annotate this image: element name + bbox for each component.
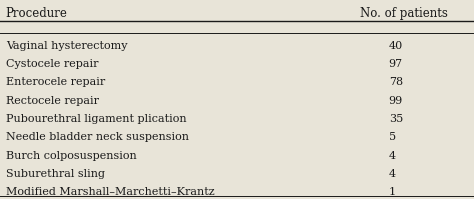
Text: 4: 4: [389, 169, 396, 179]
Text: Vaginal hysterectomy: Vaginal hysterectomy: [6, 41, 127, 51]
Text: Procedure: Procedure: [6, 7, 68, 20]
Text: 1: 1: [389, 187, 396, 197]
Text: 40: 40: [389, 41, 403, 51]
Text: Needle bladder neck suspension: Needle bladder neck suspension: [6, 132, 189, 142]
Text: No. of patients: No. of patients: [360, 7, 448, 20]
Text: Burch colposuspension: Burch colposuspension: [6, 151, 137, 161]
Text: Modified Marshall–Marchetti–Krantz: Modified Marshall–Marchetti–Krantz: [6, 187, 214, 197]
Text: Enterocele repair: Enterocele repair: [6, 77, 105, 87]
Text: 97: 97: [389, 59, 403, 69]
Text: 99: 99: [389, 96, 403, 106]
Text: 4: 4: [389, 151, 396, 161]
Text: Pubourethral ligament plication: Pubourethral ligament plication: [6, 114, 186, 124]
Text: Rectocele repair: Rectocele repair: [6, 96, 99, 106]
Text: Cystocele repair: Cystocele repair: [6, 59, 98, 69]
Text: Suburethral sling: Suburethral sling: [6, 169, 105, 179]
Text: 5: 5: [389, 132, 396, 142]
Text: 78: 78: [389, 77, 403, 87]
Text: 35: 35: [389, 114, 403, 124]
